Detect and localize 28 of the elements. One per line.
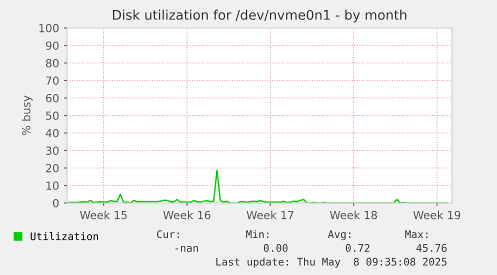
text: 0.72 [346,244,370,252]
text: Cur: [157,230,179,238]
y-tick-label: 90 [46,41,59,50]
y-axis-title: % busy [22,96,33,136]
y-tick-label: 30 [46,146,59,155]
chart-title: Disk utilization for /dev/nvme0n1 - by month [112,10,406,22]
y-tick-label: 0 [53,198,59,208]
legend-label: Utilization [30,232,98,240]
text: 45.76 [416,244,447,252]
y-tick-label: 70 [46,76,59,85]
y-tick-label: 100 [39,24,59,32]
y-tick-label: 80 [46,58,59,68]
y-tick-label: 20 [46,164,59,172]
text: Avg: [328,230,350,240]
y-tick-label: 60 [46,94,59,102]
text: Max: [405,230,428,238]
text: 0.00 [264,244,288,252]
x-tick-label: Week 17 [246,210,294,220]
x-tick-label: Week 15 [80,210,127,220]
text: -nan [176,246,198,252]
y-tick-label: 50 [46,111,59,120]
text: Min: [246,230,268,238]
x-tick-label: Week 18 [330,210,377,220]
text: Last update: Thu May 8 09:35:08 2025 [216,258,446,268]
x-tick-label: Week 19 [413,210,460,220]
y-tick-label: 10 [46,181,59,190]
y-tick-label: 40 [46,128,59,138]
x-tick-label: Week 16 [163,210,210,220]
